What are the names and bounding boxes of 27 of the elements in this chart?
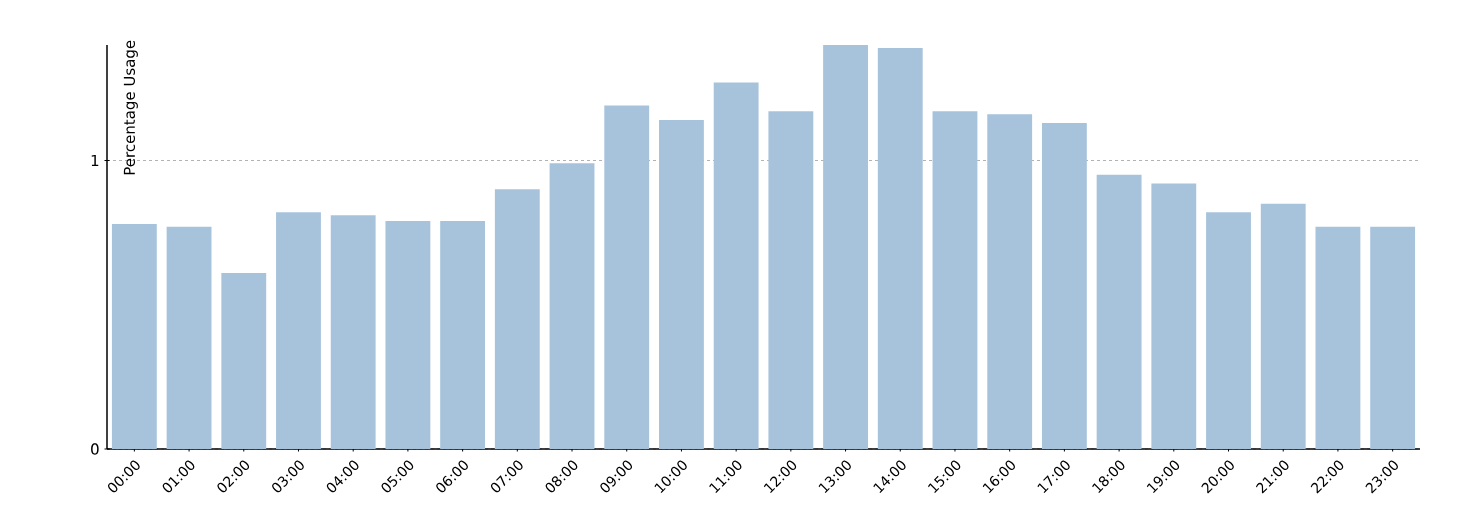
bar bbox=[1315, 226, 1361, 449]
bar bbox=[877, 47, 923, 449]
bar bbox=[932, 111, 978, 449]
bar bbox=[1260, 203, 1306, 449]
bar bbox=[987, 114, 1033, 449]
bar bbox=[440, 221, 486, 449]
bar bbox=[494, 189, 540, 449]
bar bbox=[385, 221, 431, 449]
y-axis-title: Percentage Usage bbox=[123, 40, 138, 175]
bar bbox=[768, 111, 814, 449]
bar bbox=[659, 120, 704, 449]
bar bbox=[1206, 212, 1251, 449]
bar bbox=[1041, 122, 1087, 449]
bar bbox=[1096, 174, 1142, 449]
bar bbox=[713, 82, 759, 449]
bar bbox=[111, 223, 157, 449]
y-tick-label: 1 bbox=[91, 154, 99, 166]
bar bbox=[823, 45, 868, 449]
bar bbox=[1370, 226, 1416, 449]
bar bbox=[276, 212, 321, 449]
bar bbox=[330, 215, 376, 449]
bar bbox=[221, 272, 267, 449]
bar bbox=[549, 163, 595, 449]
bar bbox=[1151, 183, 1197, 449]
y-tick-label: 0 bbox=[91, 443, 99, 455]
bar bbox=[166, 226, 212, 449]
bar bbox=[604, 105, 650, 449]
